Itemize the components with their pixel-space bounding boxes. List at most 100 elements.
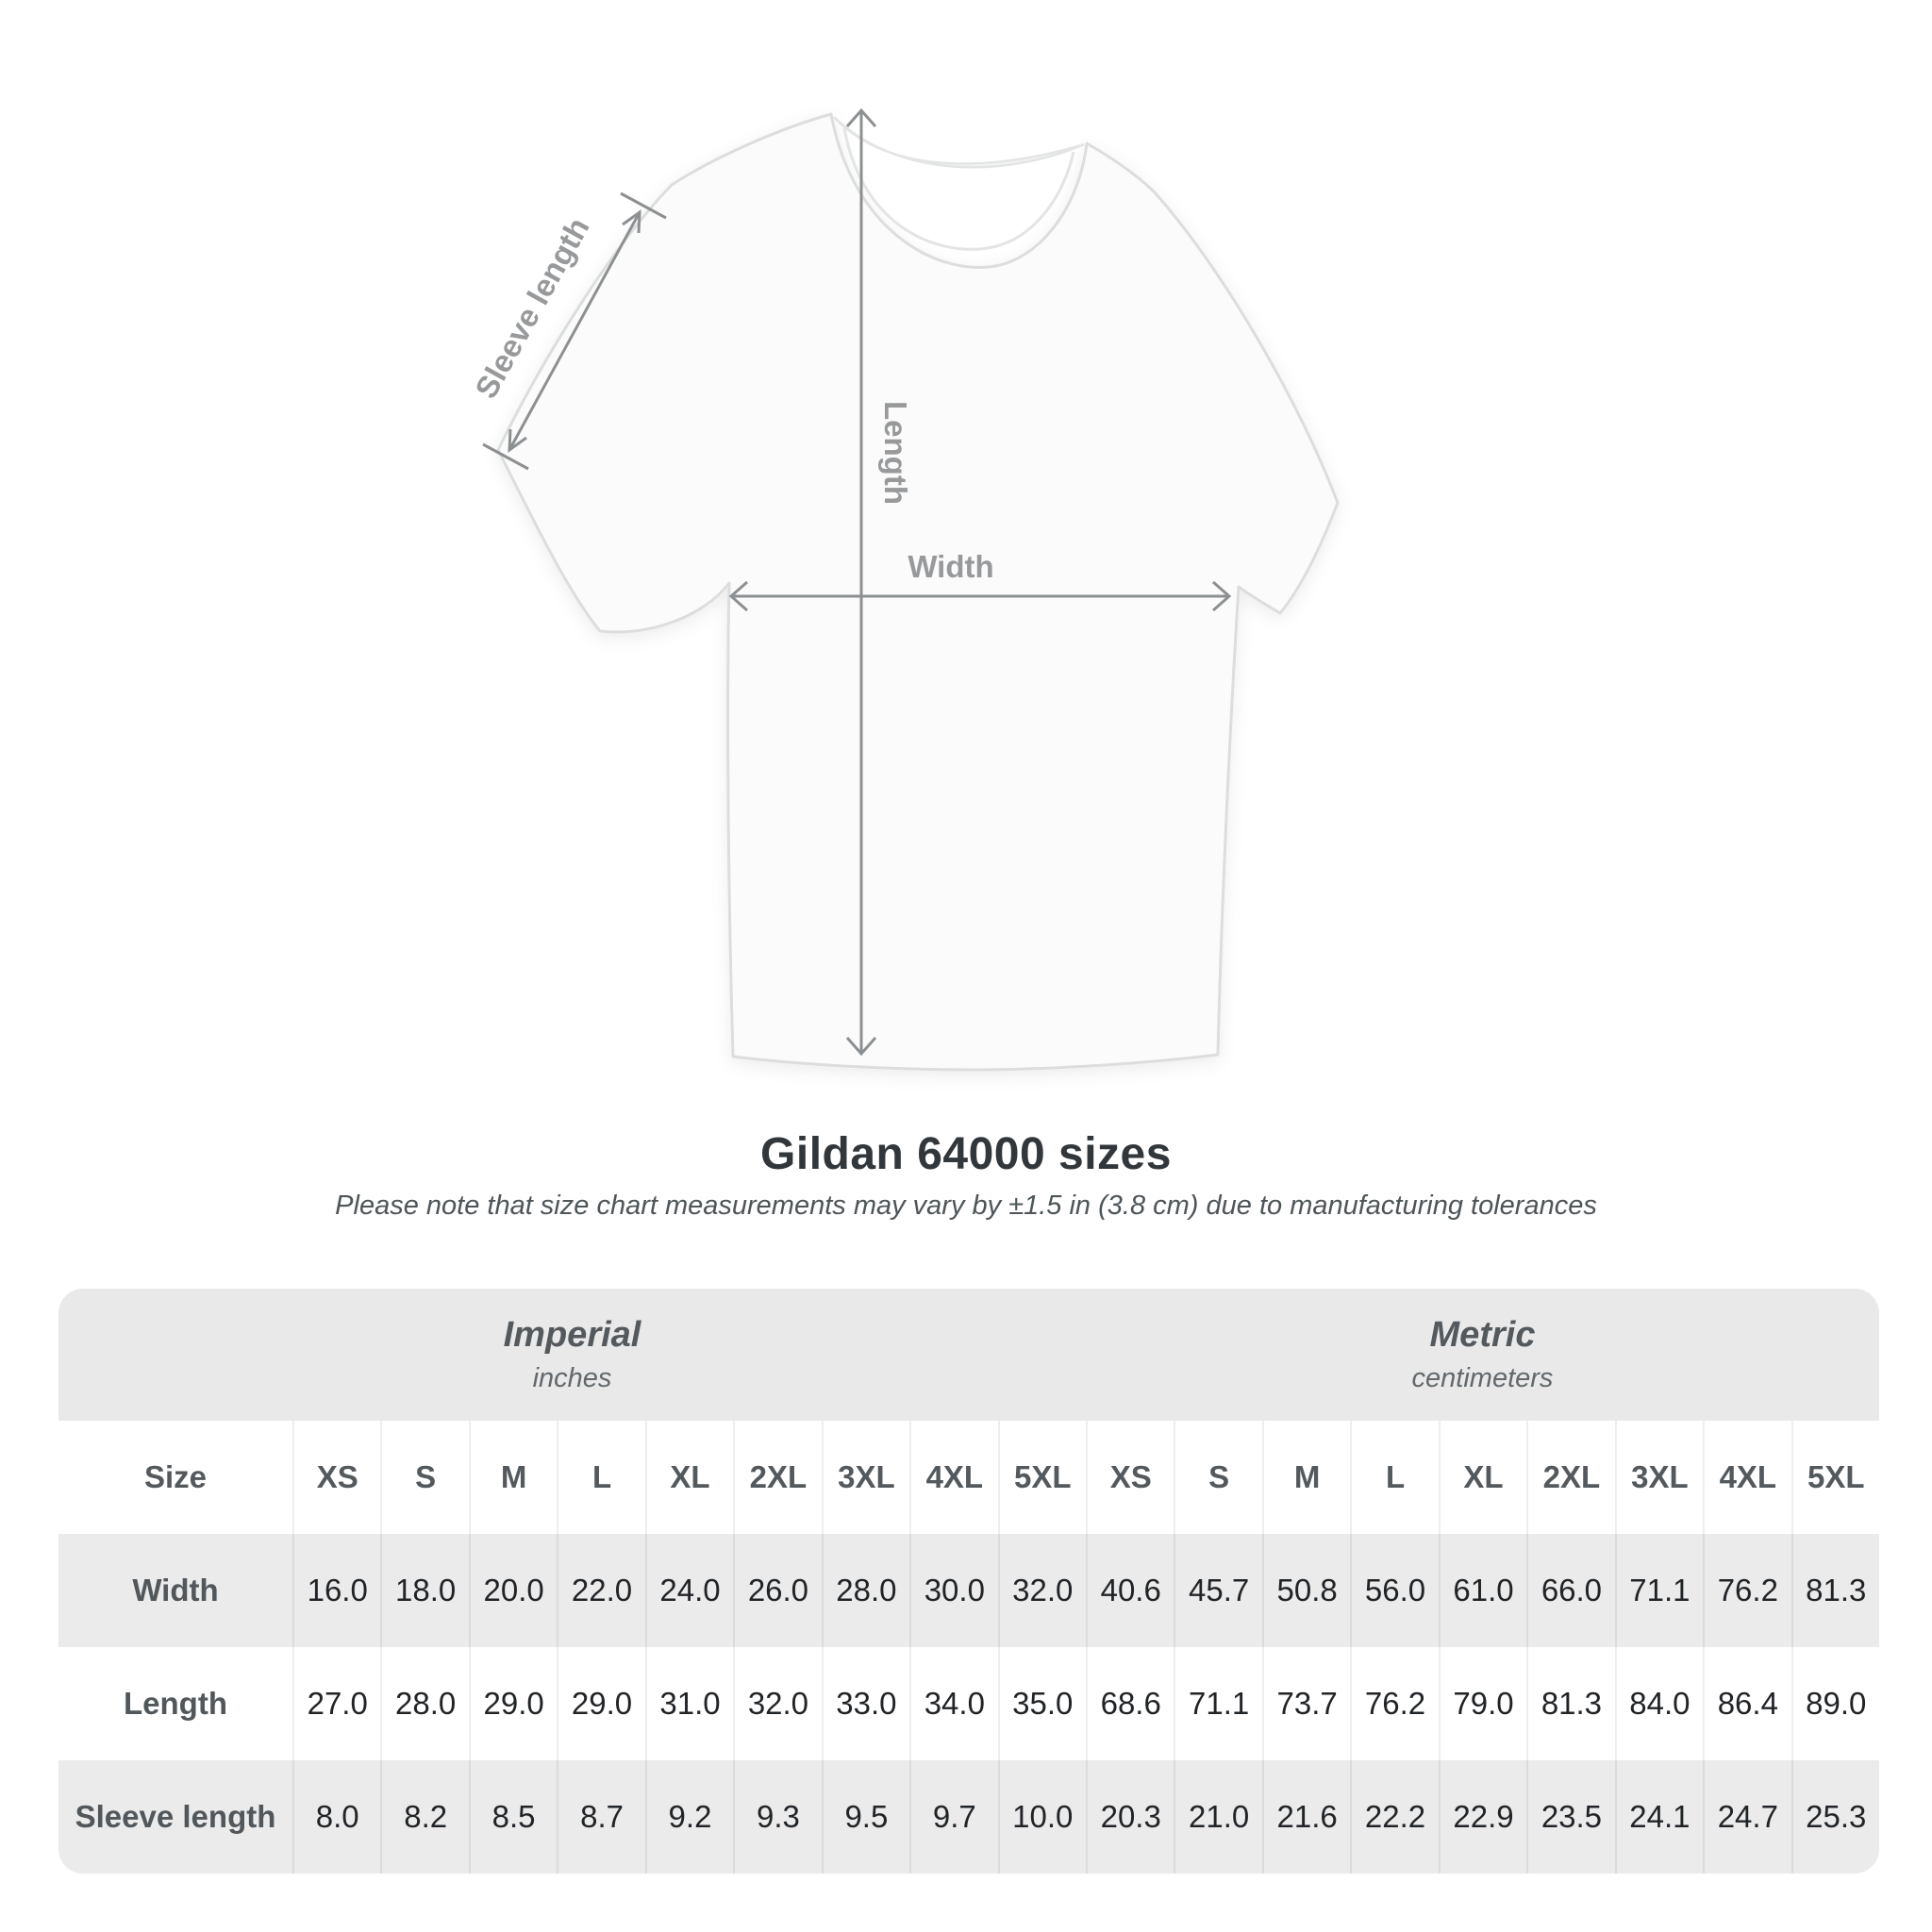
table-cell: 9.3 — [733, 1760, 821, 1874]
size-header-metric: 3XL — [1614, 1421, 1703, 1534]
length-label: Length — [878, 401, 913, 505]
size-header-imperial: 3XL — [821, 1421, 909, 1534]
table-cell: 32.0 — [997, 1534, 1086, 1647]
table-row-width: Width 16.0 18.0 20.0 22.0 24.0 26.0 28.0… — [58, 1534, 1879, 1647]
table-cell: 23.5 — [1526, 1760, 1614, 1874]
table-cell: 81.3 — [1526, 1647, 1614, 1760]
collar-back — [833, 116, 1085, 169]
size-header-metric: 4XL — [1703, 1421, 1790, 1534]
size-header-imperial: 4XL — [909, 1421, 997, 1534]
imperial-header: Imperial inches — [58, 1289, 1086, 1421]
tshirt-illustration — [496, 112, 1340, 1072]
size-header-metric: XL — [1438, 1421, 1526, 1534]
collar-seam — [842, 127, 1075, 251]
table-cell: 73.7 — [1261, 1647, 1350, 1760]
size-column-header: Size — [143, 1459, 208, 1494]
size-header-imperial: S — [380, 1421, 468, 1534]
size-header-imperial: L — [557, 1421, 644, 1534]
row-label-length: Length — [124, 1686, 227, 1721]
size-header-metric: 5XL — [1790, 1421, 1879, 1534]
tolerance-note: Please note that size chart measurements… — [335, 1191, 1597, 1221]
table-cell: 16.0 — [292, 1534, 380, 1647]
table-cell: 50.8 — [1261, 1534, 1350, 1647]
table-cell: 21.6 — [1261, 1760, 1350, 1874]
table-cell: 9.7 — [909, 1760, 997, 1874]
table-cell: 29.0 — [557, 1647, 644, 1760]
tshirt-diagram: Sleeve length Length Width — [468, 108, 1340, 1072]
table-cell: 29.0 — [468, 1647, 557, 1760]
table-cell: 34.0 — [909, 1647, 997, 1760]
table-cell: 33.0 — [821, 1647, 909, 1760]
table-row-length: Length 27.0 28.0 29.0 29.0 31.0 32.0 33.… — [58, 1647, 1879, 1760]
width-label: Width — [908, 549, 993, 584]
metric-header: Metric centimeters — [1086, 1289, 1879, 1421]
table-cell: 10.0 — [997, 1760, 1086, 1874]
table-cell: 81.3 — [1790, 1534, 1879, 1647]
width-arrow — [728, 580, 1232, 612]
table-cell: 45.7 — [1174, 1534, 1261, 1647]
table-cell: 76.2 — [1703, 1534, 1790, 1647]
table-cell: 24.7 — [1703, 1760, 1790, 1874]
table-cell: 79.0 — [1438, 1647, 1526, 1760]
table-cell: 71.1 — [1174, 1647, 1261, 1760]
table-cell: 8.5 — [468, 1760, 557, 1874]
table-cell: 22.2 — [1350, 1760, 1438, 1874]
table-cell: 27.0 — [292, 1647, 380, 1760]
size-header-metric: 2XL — [1526, 1421, 1614, 1534]
unit-header-band: Imperial inches Metric centimeters — [58, 1289, 1879, 1421]
size-header-metric: XS — [1085, 1421, 1174, 1534]
table-cell: 84.0 — [1614, 1647, 1703, 1760]
table-cell: 8.2 — [380, 1760, 468, 1874]
table-cell: 21.0 — [1174, 1760, 1261, 1874]
size-header-imperial: 2XL — [733, 1421, 821, 1534]
table-cell: 66.0 — [1526, 1534, 1614, 1647]
table-cell: 40.6 — [1085, 1534, 1174, 1647]
table-cell: 56.0 — [1350, 1534, 1438, 1647]
size-header-row: Size XS S M L XL 2XL 3XL 4XL 5XL XS S M … — [58, 1421, 1879, 1534]
size-header-metric: M — [1261, 1421, 1350, 1534]
table-cell: 32.0 — [733, 1647, 821, 1760]
table-cell: 18.0 — [380, 1534, 468, 1647]
table-cell: 86.4 — [1703, 1647, 1790, 1760]
table-cell: 28.0 — [821, 1534, 909, 1647]
table-cell: 22.0 — [557, 1534, 644, 1647]
table-cell: 20.3 — [1085, 1760, 1174, 1874]
sleeve-length-arrow — [482, 192, 667, 471]
size-header-imperial: M — [468, 1421, 557, 1534]
table-cell: 76.2 — [1350, 1647, 1438, 1760]
table-cell: 20.0 — [468, 1534, 557, 1647]
metric-unit: centimeters — [1411, 1363, 1554, 1393]
row-label-sleeve-length: Sleeve length — [75, 1799, 276, 1834]
size-header-imperial: XL — [644, 1421, 733, 1534]
table-cell: 68.6 — [1085, 1647, 1174, 1760]
table-cell: 30.0 — [909, 1534, 997, 1647]
table-cell: 35.0 — [997, 1647, 1086, 1760]
table-cell: 26.0 — [733, 1534, 821, 1647]
row-label-width: Width — [132, 1573, 219, 1607]
size-header-metric: S — [1174, 1421, 1261, 1534]
size-header-imperial: XS — [292, 1421, 380, 1534]
table-cell: 9.5 — [821, 1760, 909, 1874]
size-header-imperial: 5XL — [997, 1421, 1086, 1534]
table-row-sleeve-length: Sleeve length 8.0 8.2 8.5 8.7 9.2 9.3 9.… — [58, 1760, 1879, 1874]
table-cell: 8.0 — [292, 1760, 380, 1874]
imperial-unit: inches — [532, 1363, 612, 1393]
table-cell: 28.0 — [380, 1647, 468, 1760]
size-header-metric: L — [1350, 1421, 1438, 1534]
table-cell: 31.0 — [644, 1647, 733, 1760]
table-cell: 24.0 — [644, 1534, 733, 1647]
table-cell: 8.7 — [557, 1760, 644, 1874]
table-cell: 71.1 — [1614, 1534, 1703, 1647]
table-cell: 25.3 — [1790, 1760, 1879, 1874]
table-cell: 22.9 — [1438, 1760, 1526, 1874]
table-cell: 89.0 — [1790, 1647, 1879, 1760]
metric-label: Metric — [1429, 1315, 1536, 1355]
table-cell: 61.0 — [1438, 1534, 1526, 1647]
page-title: Gildan 64000 sizes — [760, 1129, 1172, 1179]
length-arrow — [845, 108, 877, 1057]
table-cell: 9.2 — [644, 1760, 733, 1874]
table-cell: 24.1 — [1614, 1760, 1703, 1874]
size-table: Imperial inches Metric centimeters Size … — [58, 1289, 1879, 1874]
imperial-label: Imperial — [503, 1315, 641, 1355]
